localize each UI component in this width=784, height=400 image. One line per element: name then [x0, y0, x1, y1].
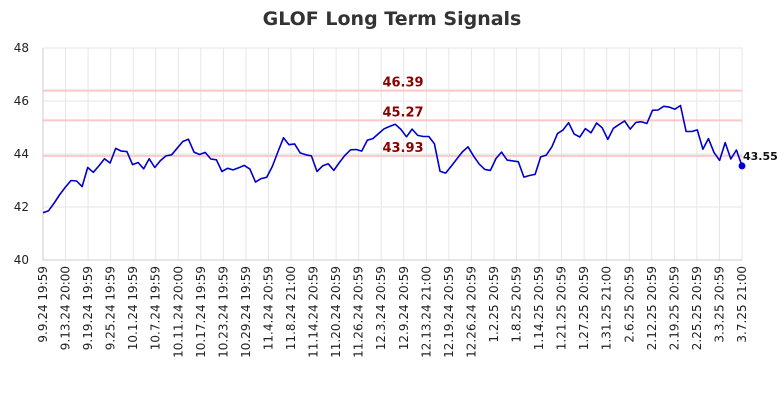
x-tick-label: 3.3.25 20:59: [712, 266, 726, 343]
x-tick-label: 12.3.24 20:59: [374, 266, 388, 350]
y-tick-label: 42: [14, 200, 29, 214]
x-tick-label: 1.21.25 20:59: [555, 266, 569, 350]
x-tick-label: 12.26.24 20:59: [464, 266, 478, 358]
y-tick-label: 48: [14, 41, 29, 55]
x-tick-label: 1.31.25 21:00: [600, 266, 614, 350]
x-tick-label: 10.17.24 19:59: [194, 266, 208, 358]
x-tick-label: 11.14.24 20:59: [307, 266, 321, 358]
signal-level-label: 46.39: [382, 76, 423, 91]
x-tick-label: 12.19.24 20:59: [442, 266, 456, 358]
y-tick-label: 46: [14, 94, 29, 108]
x-tick-label: 12.9.24 20:59: [397, 266, 411, 350]
x-tick-label: 10.1.24 19:59: [126, 266, 140, 350]
x-tick-label: 2.19.25 20:59: [667, 266, 681, 350]
x-tick-label: 10.23.24 19:59: [216, 266, 230, 358]
x-tick-label: 11.26.24 20:59: [352, 266, 366, 358]
last-value-marker: [738, 162, 746, 170]
x-tick-label: 10.29.24 19:59: [239, 266, 253, 358]
x-tick-label: 10.11.24 20:00: [171, 266, 185, 358]
x-tick-label: 10.7.24 19:59: [149, 266, 163, 350]
last-value-label: 43.55: [743, 150, 778, 163]
x-tick-label: 1.2.25 20:59: [487, 266, 501, 343]
signal-level-label: 43.93: [382, 141, 423, 156]
x-tick-label: 9.13.24 20:00: [59, 266, 73, 350]
signal-level-lines: [43, 89, 742, 157]
x-tick-label: 1.14.25 20:59: [532, 266, 546, 350]
x-tick-label: 9.9.24 19:59: [36, 266, 50, 343]
x-tick-label: 11.8.24 21:00: [284, 266, 298, 350]
x-tick-label: 1.27.25 20:59: [577, 266, 591, 350]
x-tick-label: 11.20.24 20:59: [329, 266, 343, 358]
x-tick-label: 9.25.24 19:59: [104, 266, 118, 350]
x-tick-label: 11.4.24 20:59: [261, 266, 275, 350]
x-tick-label: 3.7.25 21:00: [735, 266, 749, 343]
y-tick-label: 40: [14, 253, 29, 267]
labels: 40 42 44 46 48 9.9.24 19:59 9.13.24 20:00 9.19.…: [14, 41, 778, 358]
y-tick-label: 44: [14, 147, 29, 161]
signal-level-label: 45.27: [382, 105, 423, 120]
x-tick-label: 2.12.25 20:59: [645, 266, 659, 350]
series-layer: [42, 104, 746, 214]
x-tick-label: 2.6.25 20:59: [622, 266, 636, 343]
x-tick-label: 9.19.24 19:59: [81, 266, 95, 350]
x-tick-label: 12.13.24 21:00: [419, 266, 433, 358]
x-tick-label: 1.8.25 20:59: [510, 266, 524, 343]
x-tick-label: 2.25.25 20:59: [690, 266, 704, 350]
price-series-line: [42, 104, 743, 214]
axes: [42, 48, 742, 261]
chart-title: GLOF Long Term Signals: [263, 8, 522, 30]
